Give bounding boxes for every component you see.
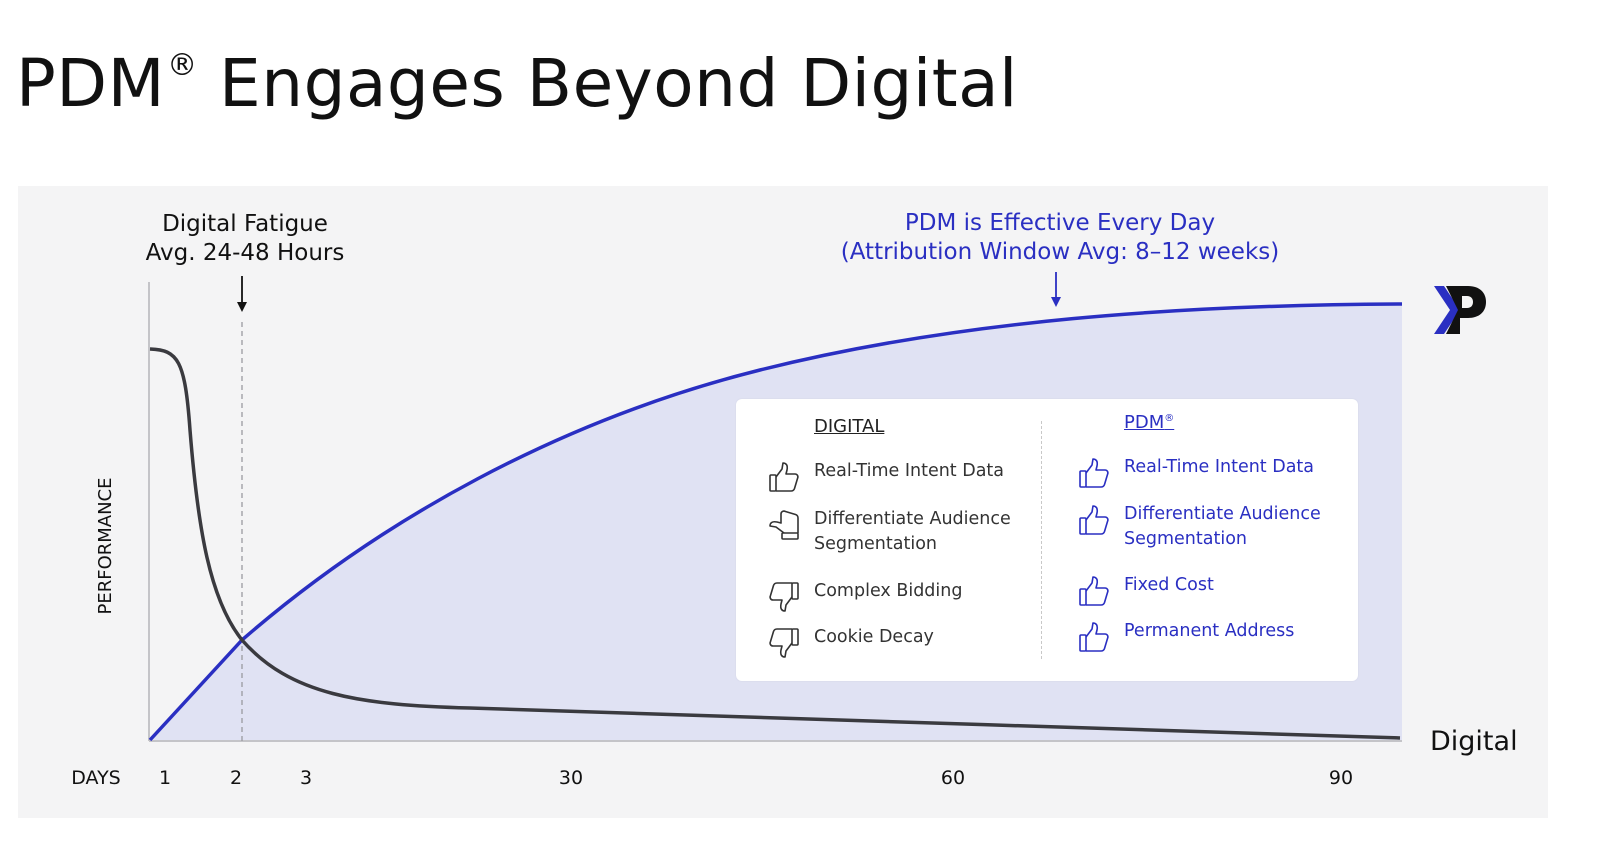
column-divider: [1041, 421, 1042, 659]
digital-heading: DIGITAL: [814, 416, 885, 437]
y-axis-label: PERFORMANCE: [95, 477, 116, 614]
comparison-card: DIGITAL Real-Time Intent Data Differenti…: [736, 399, 1358, 681]
digital-fatigue-line-2: Avg. 24-48 Hours: [145, 240, 345, 266]
fatigue-arrow: [237, 276, 247, 312]
pdm-heading: PDM®: [1124, 412, 1174, 433]
pdm-effective-line-2: (Attribution Window Avg: 8–12 weeks): [840, 239, 1280, 265]
pdm-effective-line-1: PDM is Effective Every Day: [904, 210, 1216, 236]
x-tick-label: 30: [559, 767, 583, 789]
thumbs-down-icon: [769, 628, 799, 658]
item-label: Complex Bidding: [814, 581, 963, 601]
title-text: PDM: [16, 45, 166, 122]
thumbs-up-icon: [769, 462, 799, 492]
item-label: Fixed Cost: [1124, 575, 1214, 595]
title-rest: Engages Beyond Digital: [197, 45, 1018, 122]
pdm-series-line: [148, 302, 1403, 742]
x-tick-label: 1: [159, 767, 171, 789]
registered-mark: ®: [167, 48, 198, 83]
thumbs-up-icon: [1079, 458, 1109, 488]
thumbs-sideways-icon: [769, 510, 799, 540]
digital-series-line: [149, 347, 1401, 740]
thumbs-up-icon: [1079, 576, 1109, 606]
thumbs-down-icon: [769, 582, 799, 612]
pdm-effective-annotation: PDM is Effective Every Day (Attribution …: [820, 209, 1300, 267]
item-label: Real-Time Intent Data: [1124, 457, 1315, 477]
thumbs-up-icon: [1079, 505, 1109, 535]
thumbs-up-icon: [1079, 622, 1109, 652]
x-tick-label: 60: [941, 767, 965, 789]
pdm-heading-text: PDM: [1124, 412, 1165, 433]
page-title: PDM® Engages Beyond Digital: [16, 45, 1018, 122]
pdm-heading-mark: ®: [1164, 413, 1175, 424]
item-label: Permanent Address: [1124, 621, 1295, 641]
x-tick-label: 2: [230, 767, 242, 789]
x-tick-label: 3: [300, 767, 312, 789]
digital-series-label: Digital: [1430, 726, 1518, 757]
pdm-logo-icon: [1434, 286, 1486, 334]
item-label: Differentiate Audience Segmentation: [814, 509, 1011, 554]
item-label: Differentiate Audience Segmentation: [1124, 504, 1321, 549]
x-axis-label: DAYS: [71, 767, 121, 789]
item-label: Cookie Decay: [814, 627, 934, 647]
digital-fatigue-annotation: Digital Fatigue Avg. 24-48 Hours: [135, 210, 355, 268]
x-tick-label: 90: [1329, 767, 1353, 789]
item-label: Real-Time Intent Data: [814, 461, 1005, 481]
digital-fatigue-line-1: Digital Fatigue: [162, 211, 328, 237]
effective-arrow: [1051, 272, 1061, 307]
